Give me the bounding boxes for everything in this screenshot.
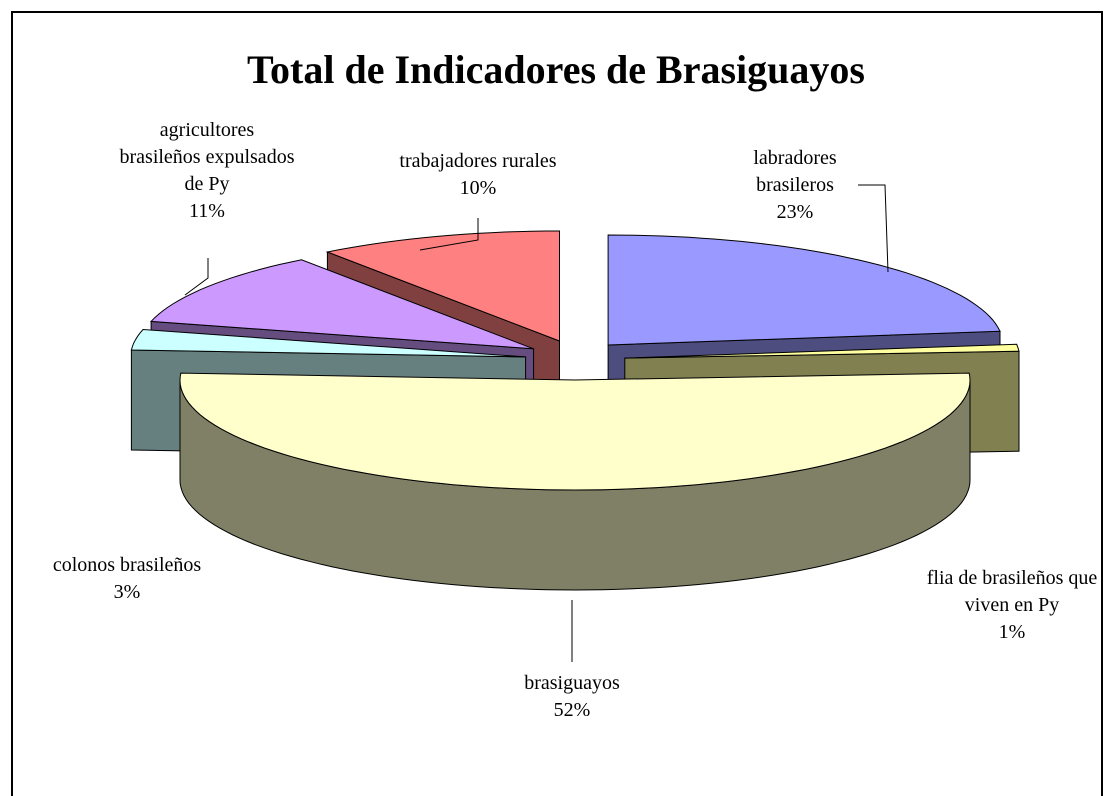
value-label: 23% (776, 201, 814, 223)
leader-line (858, 184, 889, 273)
category-label: labradores brasileros (753, 147, 837, 196)
chart-title: Total de Indicadores de Brasiguayos (247, 47, 865, 92)
slice (325, 230, 560, 342)
category-label: brasiguayos (524, 672, 620, 694)
value-label: 11% (189, 200, 225, 222)
slice (130, 328, 526, 358)
value-label: 3% (113, 581, 141, 603)
value-label: 1% (998, 621, 1026, 643)
category-label: colonos brasileños (52, 554, 202, 576)
slice (607, 234, 1001, 346)
leader-line (184, 258, 209, 296)
slice-label: brasiguayos 52% (472, 670, 672, 724)
slice-label: flia de brasileños que viven en Py 1% (912, 565, 1112, 646)
slice-label: colonos brasileños 3% (12, 552, 242, 606)
value-label: 10% (459, 177, 497, 199)
slice-label: agricultores brasileños expulsados de Py… (120, 117, 295, 225)
slice (624, 343, 1020, 359)
slice-label: labradores brasileros 23% (725, 145, 865, 226)
slice (179, 372, 971, 491)
value-label: 52% (553, 699, 591, 721)
leader-line (419, 218, 479, 251)
category-label: trabajadores rurales (399, 150, 557, 172)
category-label: flia de brasileños que viven en Py (926, 567, 1098, 616)
category-label: agricultores brasileños expulsados de Py (119, 119, 295, 195)
slice (149, 259, 534, 350)
slice-label: trabajadores rurales 10% (348, 148, 608, 202)
